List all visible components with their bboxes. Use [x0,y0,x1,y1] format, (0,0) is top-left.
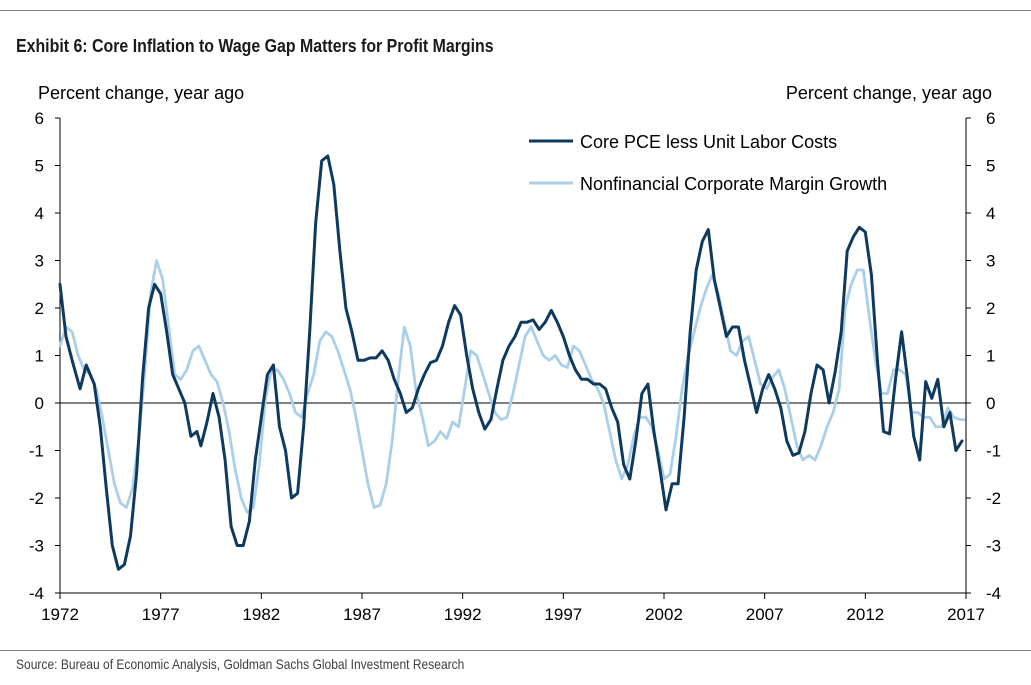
chart-title: Exhibit 6: Core Inflation to Wage Gap Ma… [16,35,494,56]
x-tick-label: 1992 [444,605,482,624]
x-tick-label: 1997 [544,605,582,624]
y-tick-label-left: 3 [35,252,44,271]
x-tick-label: 2002 [645,605,683,624]
y-tick-label-right: 1 [986,347,995,366]
y-tick-label-right: 0 [986,394,995,413]
x-tick-label: 1977 [142,605,180,624]
y-tick-label-right: -2 [986,489,1001,508]
y-tick-label-right: 4 [986,204,995,223]
x-tick-label: 1987 [343,605,381,624]
y-tick-label-left: 5 [35,157,44,176]
y-tick-label-right: -1 [986,442,1001,461]
y-tick-label-right: 6 [986,109,995,128]
y-tick-label-left: -1 [29,442,44,461]
y-tick-label-right: -4 [986,584,1001,603]
x-tick-label: 2012 [846,605,884,624]
y-tick-label-left: 6 [35,109,44,128]
top-rule [0,10,1031,11]
x-tick-label: 1972 [41,605,79,624]
source-note: Source: Bureau of Economic Analysis, Gol… [16,656,465,672]
y-tick-label-left: -2 [29,489,44,508]
y-tick-label-left: -3 [29,537,44,556]
x-tick-label: 1982 [242,605,280,624]
y-tick-label-left: 4 [35,204,44,223]
series-line-margin-growth [58,259,966,514]
bottom-rule [0,650,1031,651]
y-tick-label-left: 1 [35,347,44,366]
y-tick-label-left: -4 [29,584,44,603]
series-line-core-pce [58,154,964,571]
x-tick-label: 2007 [746,605,784,624]
y-tick-label-right: -3 [986,537,1001,556]
y-tick-label-right: 5 [986,157,995,176]
legend-label-core-pce: Core PCE less Unit Labor Costs [580,132,837,152]
y-axis-label-right: Percent change, year ago [786,83,992,103]
y-axis-label-left: Percent change, year ago [38,83,244,103]
legend-label-margin-growth: Nonfinancial Corporate Margin Growth [580,174,887,194]
line-chart: 6 6 5 5 4 4 3 3 2 2 1 1 0 0 -1 -1 -2 -2 -3 -3 -4 -4 1972 1977 19… [29,83,1001,624]
y-tick-label-right: 3 [986,252,995,271]
y-tick-label-right: 2 [986,299,995,318]
y-tick-label-left: 2 [35,299,44,318]
x-tick-label: 2017 [947,605,985,624]
y-tick-label-left: 0 [35,394,44,413]
